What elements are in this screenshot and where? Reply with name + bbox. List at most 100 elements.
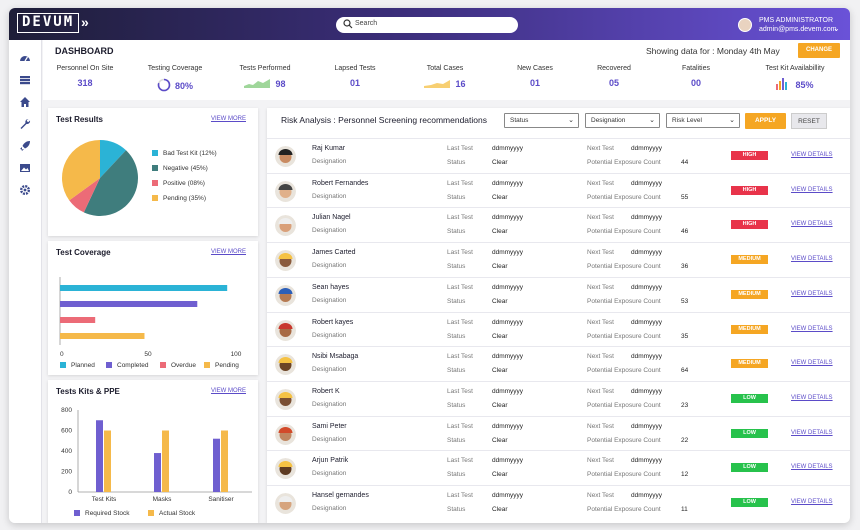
- next-test-value: ddmmyyyy: [631, 353, 663, 361]
- test-coverage-bar-chart: 0 50 100: [59, 277, 242, 358]
- legend-item: Actual Stock: [148, 510, 195, 517]
- exposure-label: Potential Exposure Count: [587, 332, 661, 340]
- exposure-count: 46: [681, 228, 689, 236]
- legend-item: Pending: [204, 362, 239, 369]
- person-name: Robert K: [312, 387, 340, 395]
- status-label: Status: [447, 401, 466, 409]
- image-icon[interactable]: [19, 162, 31, 174]
- last-test-value: ddmmyyyy: [492, 457, 524, 465]
- dashboard-icon[interactable]: [19, 52, 31, 64]
- designation-label: Designation: [312, 435, 347, 443]
- list-icon[interactable]: [19, 74, 31, 86]
- next-test-label: Next Test: [587, 283, 614, 291]
- search-input[interactable]: Search: [336, 17, 518, 33]
- view-details-link[interactable]: VIEW DETAILS: [791, 290, 833, 297]
- view-details-link[interactable]: VIEW DETAILS: [791, 360, 833, 367]
- card-title: Test Results: [56, 115, 103, 124]
- status-label: Status: [447, 332, 466, 340]
- user-avatar[interactable]: [738, 18, 752, 32]
- last-test-label: Last Test: [447, 145, 473, 152]
- personnel-row: Robert K Designation Last Test ddmmyyyy …: [267, 380, 850, 416]
- designation-label: Designation: [312, 505, 347, 512]
- next-test-value: ddmmyyyy: [631, 387, 663, 395]
- last-test-value: ddmmyyyy: [492, 145, 524, 152]
- sparkline-icon: [424, 80, 451, 88]
- tests-kits-ppe-card: Tests Kits & PPE VIEW MORE 800 600 400 200 0…: [48, 380, 258, 523]
- view-details-link[interactable]: VIEW DETAILS: [791, 152, 833, 158]
- view-more-link[interactable]: VIEW MORE: [210, 249, 246, 255]
- gear-icon[interactable]: [19, 184, 31, 196]
- expand-sidebar-icon[interactable]: »: [81, 14, 89, 30]
- apply-button[interactable]: APPLY: [745, 113, 786, 129]
- next-test-label: Next Test: [587, 318, 614, 326]
- reset-button[interactable]: RESET: [791, 113, 827, 129]
- status-filter-select[interactable]: Status ⌄: [504, 113, 579, 128]
- bar-masks-actual-stock: [162, 430, 169, 492]
- risk-level-badge: MEDIUM: [731, 324, 768, 334]
- view-details-link[interactable]: VIEW DETAILS: [791, 394, 833, 401]
- status-value: Clear: [492, 332, 508, 340]
- chevron-down-icon[interactable]: ⌄: [833, 24, 840, 33]
- view-details-link[interactable]: VIEW DETAILS: [791, 221, 833, 228]
- next-test-value: ddmmyyyy: [631, 318, 663, 326]
- view-more-link[interactable]: VIEW MORE: [210, 116, 246, 122]
- person-name: Sami Peter: [312, 422, 347, 430]
- last-test-value: ddmmyyyy: [492, 179, 524, 187]
- next-test-value: ddmmyyyy: [631, 179, 663, 187]
- exposure-count: 11: [681, 506, 688, 513]
- designation-label: Designation: [312, 400, 347, 408]
- person-name: James Carted: [312, 249, 356, 257]
- rocket-icon[interactable]: [19, 140, 31, 152]
- risk-level-badge: MEDIUM: [731, 359, 768, 369]
- change-date-button[interactable]: CHANGE: [798, 43, 840, 58]
- chevron-down-icon: ⌄: [729, 117, 735, 124]
- view-more-link[interactable]: VIEW MORE: [210, 388, 246, 394]
- risk-level-badge: MEDIUM: [731, 289, 768, 299]
- personnel-row: Sami Peter Designation Last Test ddmmyyy…: [267, 415, 850, 451]
- kits-ppe-bar-chart: 800 600 400 200 0 Test Kits Masks Sanitiser: [61, 407, 252, 502]
- risk-level-badge: HIGH: [731, 220, 768, 230]
- personnel-row: Robert Fernandes Designation Last Test d…: [267, 172, 850, 208]
- legend-item: Bad Test Kit (12%): [152, 150, 217, 157]
- last-test-value: ddmmyyyy: [492, 387, 524, 395]
- bar-chart-icon: [776, 78, 788, 90]
- last-test-label: Last Test: [447, 283, 473, 291]
- designation-filter-select[interactable]: Designation ⌄: [585, 113, 660, 128]
- view-details-link[interactable]: VIEW DETAILS: [791, 429, 833, 436]
- wrench-icon[interactable]: [19, 118, 31, 130]
- pie-slice-bad-test-kit: [100, 140, 127, 178]
- view-details-link[interactable]: VIEW DETAILS: [791, 186, 833, 193]
- next-test-label: Next Test: [587, 353, 614, 361]
- view-details-link[interactable]: VIEW DETAILS: [791, 499, 833, 505]
- next-test-label: Next Test: [587, 457, 614, 465]
- home-icon[interactable]: [19, 96, 31, 108]
- last-test-label: Last Test: [447, 457, 473, 465]
- chevron-down-icon: ⌄: [649, 117, 655, 124]
- status-value: Clear: [492, 297, 508, 305]
- logo[interactable]: DEVUM: [17, 13, 80, 33]
- legend-item: Pending (35%): [152, 195, 206, 202]
- exposure-count: 22: [681, 436, 689, 444]
- view-details-link[interactable]: VIEW DETAILS: [791, 256, 833, 263]
- panel-title: Risk Analysis : Personnel Screening reco…: [281, 115, 487, 125]
- status-value: Clear: [492, 193, 508, 201]
- personnel-row: Arjun Patrik Designation Last Test ddmmy…: [267, 450, 850, 485]
- last-test-value: ddmmyyyy: [492, 214, 524, 222]
- last-test-label: Last Test: [447, 422, 473, 430]
- view-details-link[interactable]: VIEW DETAILS: [791, 464, 833, 471]
- person-name: Sean hayes: [312, 283, 349, 291]
- x-tick-label: 50: [144, 351, 152, 358]
- last-test-value: ddmmyyyy: [492, 353, 524, 361]
- view-details-link[interactable]: VIEW DETAILS: [791, 325, 833, 332]
- coverage-bar-pending: [60, 333, 145, 339]
- status-label: Status: [447, 506, 466, 513]
- card-title: Tests Kits & PPE: [56, 387, 120, 396]
- exposure-count: 23: [681, 401, 689, 409]
- risk-level-filter-select[interactable]: Risk Level ⌄: [666, 113, 740, 128]
- next-test-label: Next Test: [587, 492, 614, 499]
- risk-level-badge: LOW: [731, 463, 768, 473]
- status-label: Status: [447, 367, 466, 375]
- page-title: DASHBOARD: [55, 46, 114, 56]
- person-name: Raj Kumar: [312, 145, 346, 152]
- coverage-bar-completed: [60, 301, 198, 307]
